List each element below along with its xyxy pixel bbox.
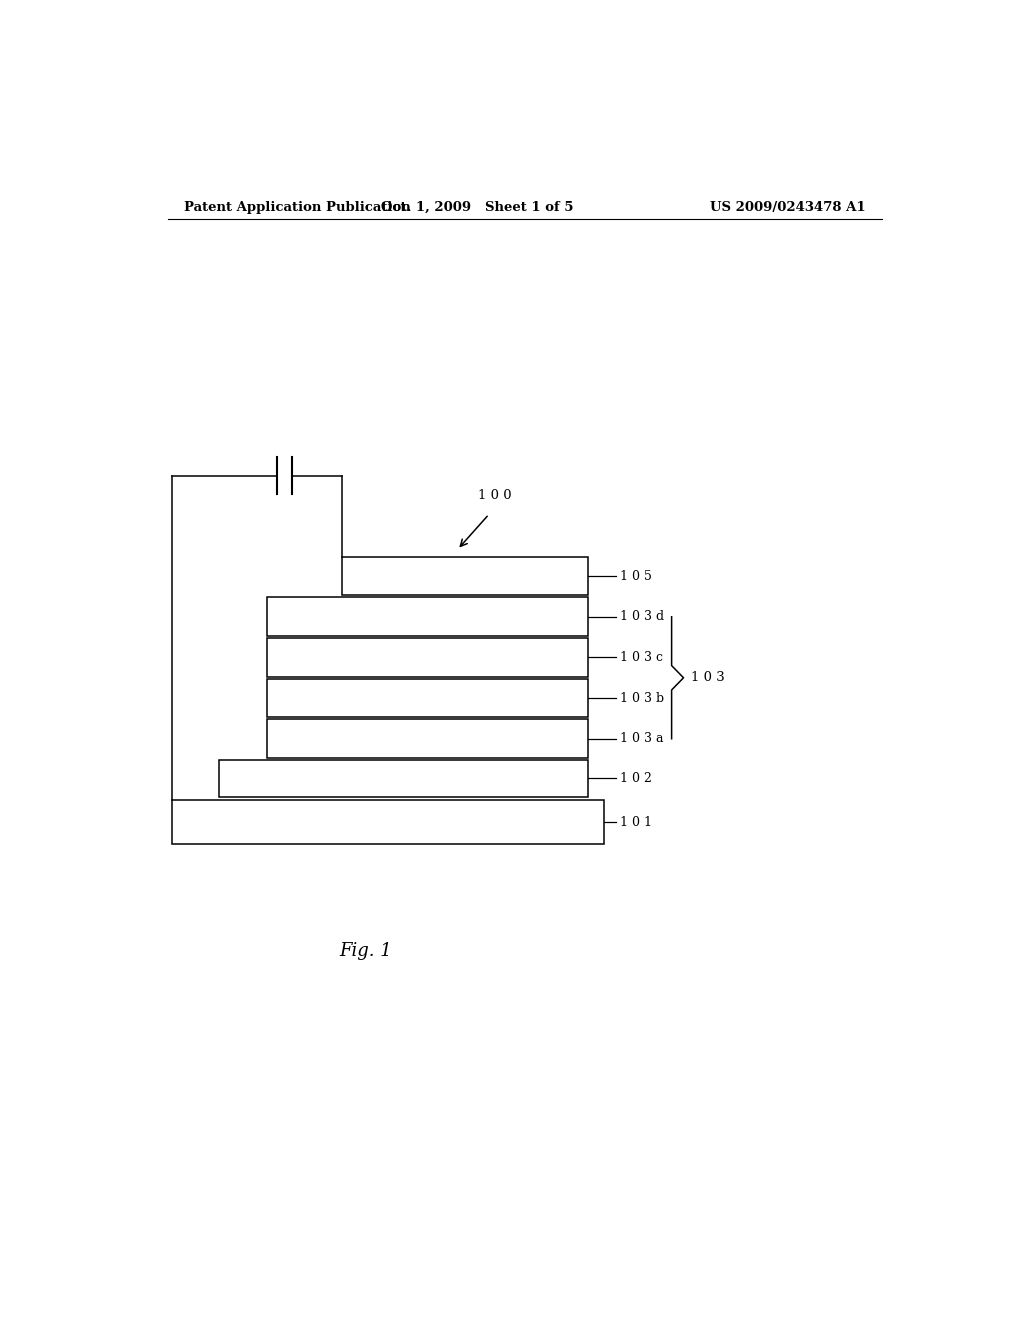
Text: 1 0 3 a: 1 0 3 a <box>620 733 664 746</box>
Text: 1 0 3 d: 1 0 3 d <box>620 610 665 623</box>
Text: 1 0 1: 1 0 1 <box>620 816 652 829</box>
Bar <box>172 800 604 845</box>
Bar <box>267 719 588 758</box>
Bar <box>342 557 589 595</box>
Bar <box>219 760 588 797</box>
Text: 1 0 3 b: 1 0 3 b <box>620 692 665 705</box>
Bar <box>267 598 588 636</box>
Text: 1 0 3 c: 1 0 3 c <box>620 651 663 664</box>
Text: 1 0 0: 1 0 0 <box>478 488 511 502</box>
Text: 1 0 5: 1 0 5 <box>620 570 652 582</box>
Text: 1 0 3: 1 0 3 <box>691 672 725 684</box>
Text: Oct. 1, 2009   Sheet 1 of 5: Oct. 1, 2009 Sheet 1 of 5 <box>381 201 573 214</box>
Text: US 2009/0243478 A1: US 2009/0243478 A1 <box>711 201 866 214</box>
Bar <box>267 678 588 718</box>
Text: 1 0 2: 1 0 2 <box>620 772 652 785</box>
Text: Fig. 1: Fig. 1 <box>340 942 392 960</box>
Text: Patent Application Publication: Patent Application Publication <box>183 201 411 214</box>
Bar <box>267 638 588 677</box>
